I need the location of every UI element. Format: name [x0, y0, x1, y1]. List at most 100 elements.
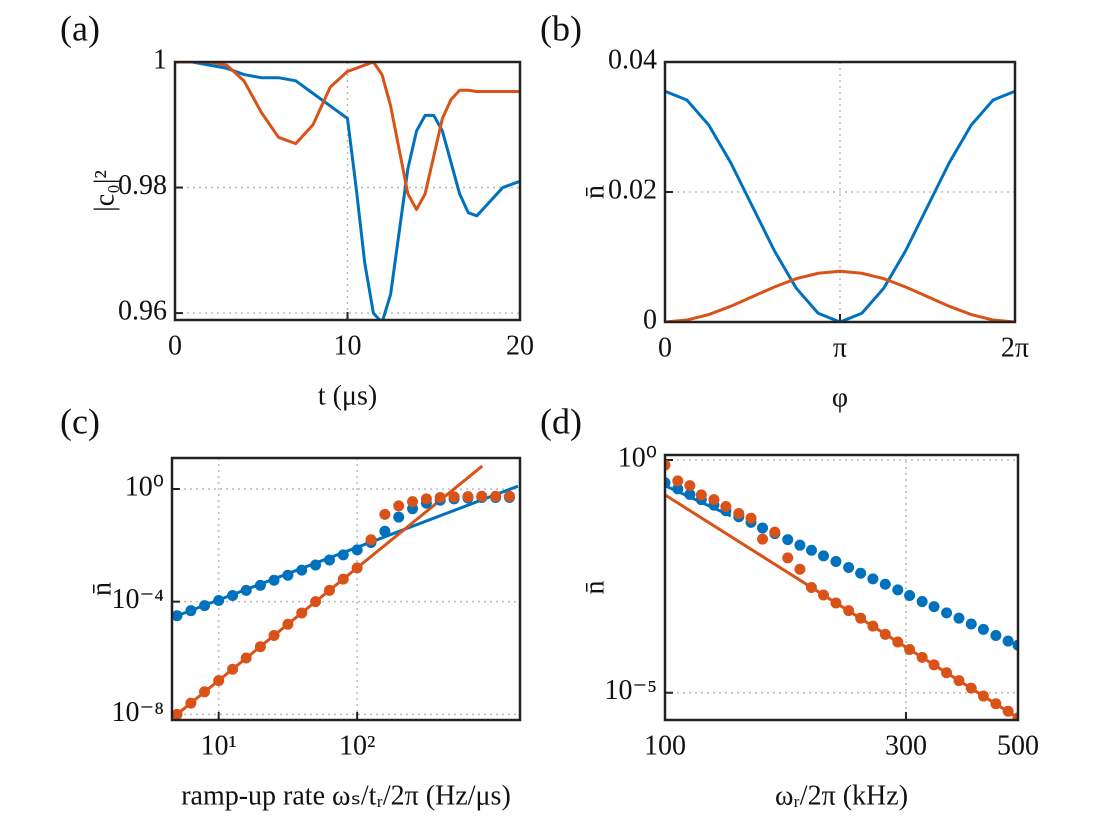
- marker: [684, 488, 696, 500]
- x-tick-label: 0: [658, 332, 672, 363]
- marker: [953, 675, 965, 687]
- x-axis-label: t (μs): [318, 380, 377, 411]
- y-tick-label: 0.04: [608, 44, 657, 75]
- marker: [867, 620, 879, 632]
- y-tick-label: 0: [643, 304, 657, 335]
- series-line: [665, 269, 1015, 322]
- y-tick-label: 10⁰: [125, 471, 164, 502]
- marker: [843, 562, 855, 574]
- marker: [337, 549, 349, 561]
- marker: [1002, 705, 1014, 717]
- marker: [282, 569, 294, 581]
- x-tick-label: 0: [168, 330, 182, 361]
- marker: [928, 659, 940, 671]
- marker: [240, 652, 252, 664]
- marker: [990, 629, 1002, 641]
- marker: [185, 605, 197, 617]
- y-tick-label: 10⁻⁸: [111, 697, 164, 728]
- marker: [818, 550, 830, 562]
- x-tick-label: 10²: [339, 730, 375, 761]
- x-tick-label: 10¹: [200, 730, 236, 761]
- marker: [213, 675, 225, 687]
- marker: [794, 563, 806, 575]
- marker: [977, 690, 989, 702]
- marker: [310, 596, 322, 608]
- y-axis-label: n̄: [579, 185, 610, 199]
- marker: [665, 477, 671, 489]
- marker: [393, 511, 405, 523]
- marker: [172, 610, 183, 622]
- panel-label: (a): [60, 8, 100, 48]
- marker: [904, 589, 916, 601]
- marker: [879, 578, 891, 590]
- marker: [337, 573, 349, 585]
- panel-label: (b): [540, 8, 582, 48]
- marker: [672, 475, 684, 487]
- panel: (c) 10⁻⁸ 10⁻⁴ 10⁰ 10¹ 10² ramp-up rate ωₛ/tᵣ/2…: [60, 401, 522, 811]
- marker: [782, 552, 794, 564]
- marker: [941, 667, 953, 679]
- marker: [282, 618, 294, 630]
- marker: [296, 607, 308, 619]
- marker: [448, 491, 460, 503]
- marker: [805, 582, 817, 594]
- marker: [296, 564, 308, 576]
- marker: [965, 618, 977, 630]
- y-tick-label: 0.98: [118, 170, 167, 201]
- marker: [708, 494, 720, 506]
- x-tick-label: 10: [334, 330, 362, 361]
- marker: [892, 584, 904, 596]
- plot-area: [665, 459, 1018, 720]
- marker: [254, 579, 266, 591]
- axes-box: [663, 60, 1017, 324]
- panel-label: (d): [540, 401, 582, 441]
- marker: [365, 534, 377, 546]
- marker: [941, 607, 953, 619]
- marker: [172, 708, 183, 720]
- marker: [323, 554, 335, 566]
- x-axis-label: ramp-up rate ωₛ/tᵣ/2π (Hz/μs): [181, 780, 511, 811]
- marker: [379, 525, 391, 537]
- marker: [199, 600, 211, 612]
- series-line: [175, 62, 520, 320]
- y-tick-label: 10⁻⁴: [111, 584, 164, 615]
- marker: [503, 490, 515, 502]
- axes-box: [173, 60, 522, 322]
- plot-area: [665, 89, 1015, 322]
- marker: [695, 489, 707, 501]
- marker: [745, 512, 757, 524]
- marker: [879, 628, 891, 640]
- panel: (b) 0 0.02 0.04 0 π 2π φ n̄: [540, 8, 1029, 413]
- marker: [379, 508, 391, 520]
- marker: [1012, 639, 1018, 651]
- marker: [757, 522, 769, 534]
- marker: [310, 559, 322, 571]
- marker: [476, 490, 488, 502]
- marker: [351, 562, 363, 574]
- marker: [213, 595, 225, 607]
- plot-area: [172, 464, 519, 720]
- series-line: [665, 493, 1018, 720]
- x-tick-label: π: [833, 332, 847, 363]
- marker: [855, 567, 867, 579]
- marker: [977, 623, 989, 635]
- axes-box: [663, 453, 1020, 722]
- panel: (d) 10⁻⁵ 10⁰ 100 300 500 ωᵣ/2π (kHz) n̄: [540, 401, 1039, 811]
- marker: [490, 490, 502, 502]
- y-tick-label: 0.96: [118, 296, 167, 327]
- marker: [684, 480, 696, 492]
- y-axis-label: n̄: [86, 582, 117, 596]
- marker: [953, 612, 965, 624]
- marker: [892, 636, 904, 648]
- marker: [843, 605, 855, 617]
- marker: [794, 539, 806, 551]
- x-axis-label: ωᵣ/2π (kHz): [775, 780, 908, 811]
- series-line: [665, 89, 1015, 322]
- x-tick-label: 300: [885, 730, 927, 761]
- marker: [916, 596, 928, 608]
- y-axis-label: n̄: [579, 581, 610, 595]
- marker: [462, 491, 474, 503]
- y-tick-label: 1: [153, 44, 167, 75]
- marker: [904, 643, 916, 655]
